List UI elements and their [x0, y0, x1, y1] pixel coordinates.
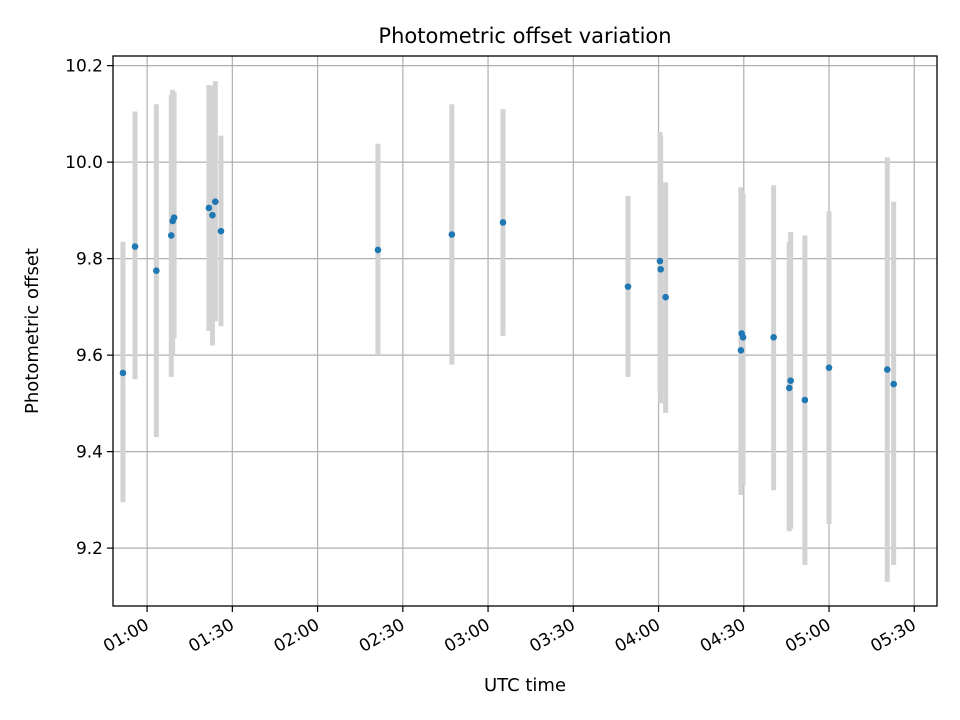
data-point	[448, 231, 456, 238]
data-point	[217, 227, 225, 235]
data-point	[787, 377, 794, 384]
data-point	[205, 204, 213, 212]
data-point	[785, 384, 793, 392]
data-point	[801, 396, 809, 404]
y-tick-label: 9.4	[76, 443, 103, 463]
y-tick-label: 9.2	[76, 539, 103, 559]
data-point	[825, 364, 833, 371]
data-point	[374, 246, 382, 254]
data-point	[499, 219, 507, 226]
chart-title: Photometric offset variation	[378, 24, 671, 48]
data-point	[739, 333, 747, 341]
data-point	[624, 283, 632, 290]
data-point	[119, 369, 127, 377]
data-point	[770, 333, 777, 341]
y-tick-label: 9.8	[76, 250, 103, 270]
data-point	[883, 366, 891, 373]
plot-area-frame	[112, 55, 938, 607]
data-point	[153, 267, 160, 274]
x-axis-title: UTC time	[484, 675, 566, 696]
y-tick-label: 10.2	[65, 57, 103, 77]
y-axis-ticks: 9.2 9.4 9.6 9.8 10.0 10.2	[65, 57, 113, 559]
data-point	[657, 265, 664, 273]
data-point	[890, 380, 897, 388]
data-point	[209, 211, 216, 219]
data-point	[211, 198, 219, 206]
data-point	[656, 257, 664, 265]
data-point	[167, 232, 175, 239]
data-point	[170, 214, 178, 221]
data-point	[737, 346, 745, 354]
grid	[113, 56, 937, 606]
y-tick-label: 9.6	[76, 346, 103, 366]
y-axis-title: Photometric offset	[22, 248, 43, 414]
data-points	[119, 198, 897, 404]
data-point	[662, 293, 669, 301]
y-tick-label: 10.0	[65, 153, 103, 173]
data-point	[131, 243, 139, 250]
